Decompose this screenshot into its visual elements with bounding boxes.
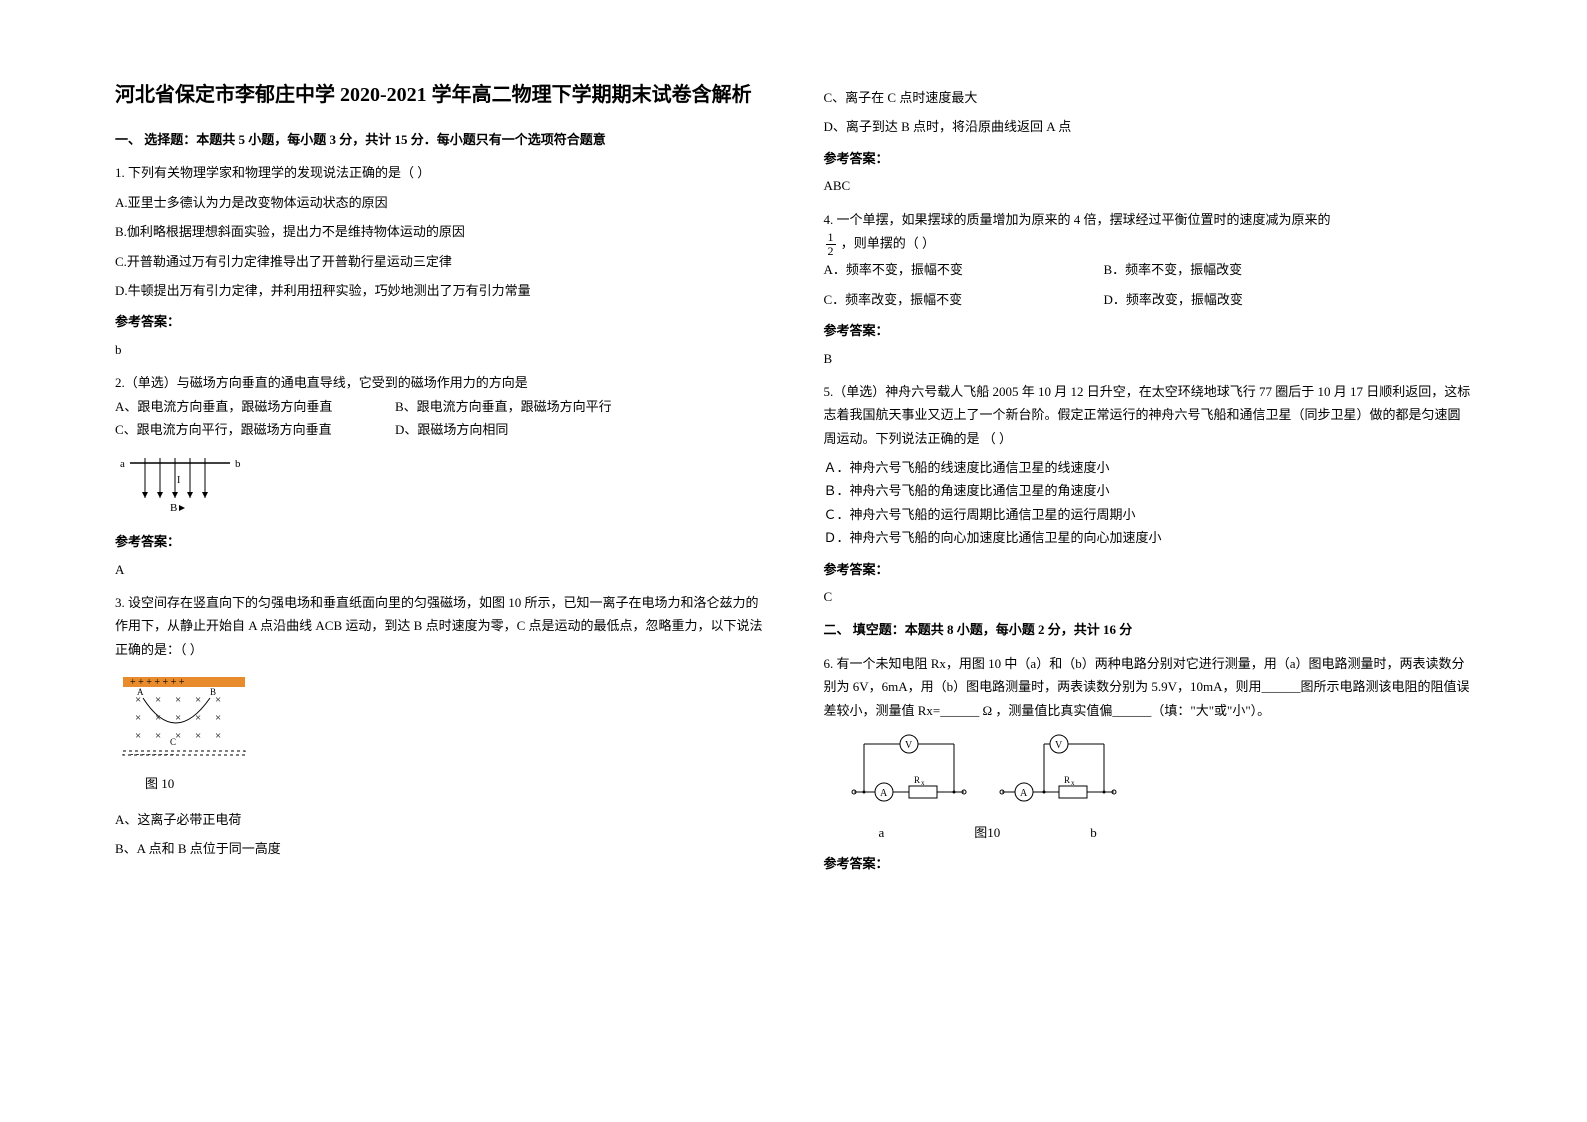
q3-figure: + + + + + + + - - - - - - - - ××××× ××××…	[115, 673, 764, 795]
q2: 2.（单选）与磁场方向垂直的通电直导线，它受到的磁场作用力的方向是 A、跟电流方…	[115, 371, 764, 581]
q5-answer-label: 参考答案：	[824, 558, 1473, 581]
q4-stem-part1: 4. 一个单摆，如果摆球的质量增加为原来的 4 倍，摆球经过平衡位置时的速度减为…	[824, 212, 1331, 227]
svg-text:×: ×	[135, 730, 141, 742]
q6-answer-label: 参考答案：	[824, 852, 1473, 875]
q6-fig-label: 图10	[974, 821, 1000, 844]
q4-frac-num: 1	[826, 231, 836, 245]
svg-text:R: R	[1064, 775, 1070, 785]
circuit-a-svg: V A Rx	[844, 732, 974, 817]
svg-text:a: a	[120, 458, 125, 470]
q4-optA: A．频率不变，振幅不变	[824, 258, 1064, 281]
q1-optA: A.亚里士多德认为力是改变物体运动状态的原因	[115, 191, 764, 214]
q5: 5.（单选）神舟六号载人飞船 2005 年 10 月 12 日升空，在太空环绕地…	[824, 380, 1473, 609]
q1-optB: B.伽利略根据理想斜面实验，提出力不是维持物体运动的原因	[115, 220, 764, 243]
q4-stem: 4. 一个单摆，如果摆球的质量增加为原来的 4 倍，摆球经过平衡位置时的速度减为…	[824, 208, 1473, 231]
q2-stem: 2.（单选）与磁场方向垂直的通电直导线，它受到的磁场作用力的方向是	[115, 371, 764, 394]
q4-frac-den: 2	[826, 245, 836, 258]
svg-text:×: ×	[135, 712, 141, 724]
q5-answer: C	[824, 585, 1473, 608]
svg-text:×: ×	[195, 694, 201, 706]
svg-text:C: C	[170, 737, 176, 747]
svg-text:A: A	[137, 687, 144, 697]
svg-text:B: B	[210, 687, 216, 697]
q2-optA: A、跟电流方向垂直，跟磁场方向垂直	[115, 395, 355, 418]
circuit-b-svg: V A Rx	[994, 732, 1124, 817]
q5-optA: Ａ．神舟六号飞船的线速度比通信卫星的线速度小	[824, 456, 1473, 479]
q3-diagram-svg: + + + + + + + - - - - - - - - ××××× ××××…	[115, 673, 255, 768]
exam-title: 河北省保定市李郁庄中学 2020-2021 学年高二物理下学期期末试卷含解析	[115, 80, 764, 110]
svg-text:×: ×	[195, 730, 201, 742]
q3: 3. 设空间存在竖直向下的匀强电场和垂直纸面向里的匀强磁场，如图 10 所示，已…	[115, 591, 764, 860]
svg-text:R: R	[914, 775, 920, 785]
q4: 4. 一个单摆，如果摆球的质量增加为原来的 4 倍，摆球经过平衡位置时的速度减为…	[824, 208, 1473, 370]
q3-optC: C、离子在 C 点时速度最大	[824, 86, 1473, 109]
svg-text:A: A	[880, 788, 888, 799]
svg-text:×: ×	[175, 694, 181, 706]
left-column: 河北省保定市李郁庄中学 2020-2021 学年高二物理下学期期末试卷含解析 一…	[100, 80, 794, 1082]
svg-text:x: x	[921, 779, 925, 787]
q2-optC: C、跟电流方向平行，跟磁场方向垂直	[115, 418, 355, 441]
q3-optD: D、离子到达 B 点时，将沿原曲线返回 A 点	[824, 115, 1473, 138]
section1-title: 一、 选择题：本题共 5 小题，每小题 3 分，共计 15 分．每小题只有一个选…	[115, 128, 764, 151]
q2-diagram-svg: a b I B	[115, 453, 245, 518]
q4-fraction: 1 2	[826, 231, 836, 258]
q4-optB: B．频率不变，振幅改变	[1104, 258, 1344, 281]
q6-stem: 6. 有一个未知电阻 Rx，用图 10 中（a）和（b）两种电路分别对它进行测量…	[824, 652, 1473, 722]
q3-figure-label: 图 10	[145, 772, 764, 795]
svg-text:I: I	[177, 475, 180, 486]
svg-text:x: x	[1071, 779, 1075, 787]
q6-circuit-labels: a 图10 b	[879, 821, 1473, 844]
q5-optC: Ｃ．神舟六号飞船的运行周期比通信卫星的运行周期小	[824, 503, 1473, 526]
q5-optB: Ｂ．神舟六号飞船的角速度比通信卫星的角速度小	[824, 479, 1473, 502]
q4-answer: B	[824, 347, 1473, 370]
svg-text:×: ×	[155, 730, 161, 742]
q6-label-b: b	[1090, 821, 1097, 844]
q2-figure: a b I B	[115, 453, 764, 518]
svg-text:V: V	[905, 740, 913, 751]
q1-stem: 1. 下列有关物理学家和物理学的发现说法正确的是（ ）	[115, 161, 764, 184]
q3-optA: A、这离子必带正电荷	[115, 808, 764, 831]
q4-stem-line2: 1 2 ，则单摆的（ ）	[824, 231, 1473, 258]
svg-text:×: ×	[215, 712, 221, 724]
q1-optD: D.牛顿提出万有引力定律，并利用扭秤实验，巧妙地测出了万有引力常量	[115, 279, 764, 302]
q6-label-a: a	[879, 821, 885, 844]
svg-text:b: b	[235, 458, 241, 470]
svg-text:B: B	[170, 502, 177, 514]
q2-answer-label: 参考答案：	[115, 530, 764, 553]
q6: 6. 有一个未知电阻 Rx，用图 10 中（a）和（b）两种电路分别对它进行测量…	[824, 652, 1473, 876]
q4-optD: D．频率改变，振幅改变	[1104, 288, 1344, 311]
q1: 1. 下列有关物理学家和物理学的发现说法正确的是（ ） A.亚里士多德认为力是改…	[115, 161, 764, 361]
q3-optB: B、A 点和 B 点位于同一高度	[115, 837, 764, 860]
right-column: C、离子在 C 点时速度最大 D、离子到达 B 点时，将沿原曲线返回 A 点 参…	[794, 80, 1488, 1082]
svg-text:×: ×	[215, 730, 221, 742]
svg-text:A: A	[1020, 788, 1028, 799]
q5-optD: Ｄ．神舟六号飞船的向心加速度比通信卫星的向心加速度小	[824, 526, 1473, 549]
q6-figure: V A Rx V	[844, 732, 1473, 817]
svg-text:- - - - - - - -: - - - - - - - -	[130, 749, 174, 760]
q3-stem: 3. 设空间存在竖直向下的匀强电场和垂直纸面向里的匀强磁场，如图 10 所示，已…	[115, 591, 764, 661]
q2-answer: A	[115, 558, 764, 581]
q2-optD: D、跟磁场方向相同	[395, 418, 635, 441]
q2-optB: B、跟电流方向垂直，跟磁场方向平行	[395, 395, 635, 418]
q3-answer: ABC	[824, 174, 1473, 197]
q1-answer: b	[115, 338, 764, 361]
section2-title: 二、 填空题：本题共 8 小题，每小题 2 分，共计 16 分	[824, 618, 1473, 641]
q4-optC: C．频率改变，振幅不变	[824, 288, 1064, 311]
q4-answer-label: 参考答案：	[824, 319, 1473, 342]
q4-stem-part2: ，则单摆的（ ）	[841, 236, 935, 251]
svg-text:×: ×	[155, 694, 161, 706]
q5-stem: 5.（单选）神舟六号载人飞船 2005 年 10 月 12 日升空，在太空环绕地…	[824, 380, 1473, 450]
q1-optC: C.开普勒通过万有引力定律推导出了开普勒行星运动三定律	[115, 250, 764, 273]
q1-answer-label: 参考答案：	[115, 310, 764, 333]
svg-text:V: V	[1055, 740, 1063, 751]
q3-answer-label: 参考答案：	[824, 147, 1473, 170]
